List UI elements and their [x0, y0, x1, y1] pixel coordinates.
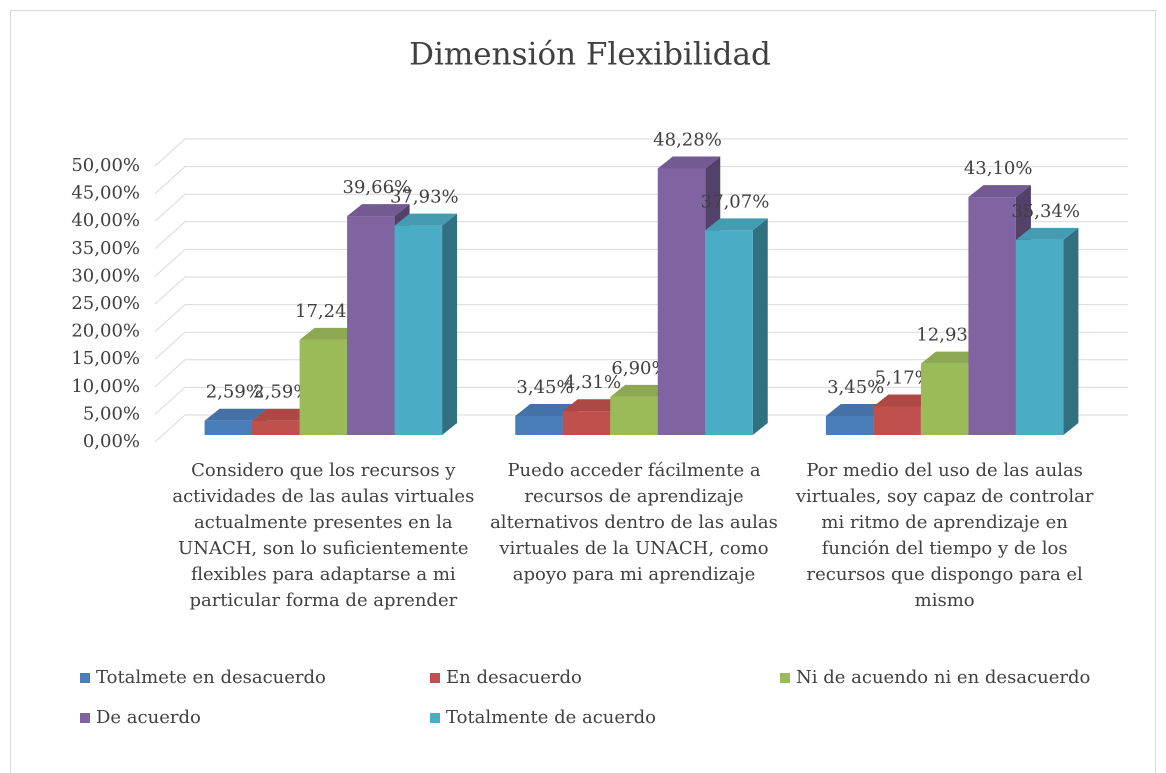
bar: [252, 420, 300, 435]
bar-top: [299, 327, 363, 340]
bar: [204, 420, 253, 435]
x-tick-label: Puedo acceder fácilmente a recursos de a…: [490, 460, 778, 585]
data-label: 2,59%: [206, 382, 263, 403]
grid-line: [154, 248, 1128, 277]
bar-top: [873, 394, 936, 407]
bar: [920, 363, 969, 435]
bar: [873, 406, 921, 435]
bar: [515, 415, 563, 435]
data-label: 3,45%: [827, 377, 884, 398]
chart-title: Dimensión Flexibilidad: [409, 37, 771, 73]
legend-label: Totalmete en desacuerdo: [96, 667, 326, 688]
bar: [562, 411, 611, 435]
bar-side: [752, 218, 768, 435]
bar-top: [920, 351, 984, 364]
bar: [825, 415, 874, 435]
bar-top: [204, 408, 268, 421]
legend-label: En desacuerdo: [446, 667, 582, 688]
bar-top: [657, 156, 721, 169]
grid-line: [154, 359, 1128, 388]
bar-top: [968, 185, 1031, 198]
bar: [347, 216, 395, 435]
bar-top: [610, 384, 673, 397]
legend-swatch: [430, 713, 440, 723]
legend-swatch: [780, 673, 790, 683]
data-label: 17,24%: [295, 301, 364, 322]
data-label: 37,07%: [701, 191, 770, 212]
y-tick-label: 0,00%: [83, 431, 140, 452]
legend-swatch: [80, 673, 90, 683]
data-label: 6,90%: [611, 358, 668, 379]
grid-line: [154, 166, 1128, 194]
y-tick-label: 15,00%: [71, 348, 140, 369]
grid-line: [154, 304, 1128, 332]
data-label: 35,34%: [1011, 201, 1080, 222]
bar: [299, 339, 348, 435]
bar: [394, 225, 443, 435]
data-label: 3,45%: [516, 377, 573, 398]
y-tick-label: 30,00%: [71, 265, 140, 286]
y-tick-label: 5,00%: [83, 403, 140, 424]
data-label: 39,66%: [343, 177, 412, 198]
legend-label: Ni de acuendo ni en desacuerdo: [796, 667, 1090, 688]
bar-top: [252, 408, 315, 421]
x-tick-label: Por medio del uso de las aulas virtuales…: [795, 460, 1094, 611]
bar-top: [825, 403, 889, 416]
bar-top: [515, 403, 578, 416]
y-tick-label: 35,00%: [71, 238, 140, 259]
bar: [610, 396, 658, 435]
bar: [705, 230, 753, 435]
legend-label: De acuerdo: [96, 707, 201, 728]
y-tick-label: 10,00%: [71, 376, 140, 397]
data-label: 2,59%: [253, 382, 310, 403]
bar: [657, 168, 706, 436]
legend-swatch: [430, 673, 440, 683]
x-tick-label: Considero que los recursos y actividades…: [172, 460, 475, 611]
bar-top: [705, 218, 768, 231]
data-label: 37,93%: [390, 187, 459, 208]
bar-top: [562, 399, 626, 412]
y-tick-label: 25,00%: [71, 293, 140, 314]
grid-line: [154, 331, 1128, 360]
y-tick-label: 50,00%: [71, 155, 140, 176]
legend-swatch: [80, 713, 90, 723]
bar: [968, 197, 1016, 435]
bar-side: [442, 213, 458, 435]
bar-side: [1063, 227, 1079, 435]
data-label: 48,28%: [653, 129, 722, 150]
data-label: 4,31%: [564, 372, 621, 393]
grid-line: [154, 276, 1128, 305]
grid-line: [154, 414, 1128, 443]
data-label: 43,10%: [964, 158, 1033, 179]
grid-line: [154, 386, 1128, 415]
grid-line: [154, 193, 1128, 222]
y-tick-label: 45,00%: [71, 183, 140, 204]
bar-top: [394, 213, 458, 226]
bar-top: [1015, 227, 1079, 240]
grid-line: [154, 221, 1128, 250]
y-tick-label: 20,00%: [71, 321, 140, 342]
bar-top: [347, 204, 410, 217]
chart-border: [10, 10, 1156, 773]
grid-line: [154, 138, 1128, 167]
data-label: 12,93%: [916, 325, 985, 346]
bar: [1015, 239, 1064, 435]
data-label: 5,17%: [875, 367, 932, 388]
legend-label: Totalmente de acuerdo: [446, 707, 656, 728]
y-tick-label: 40,00%: [71, 210, 140, 231]
